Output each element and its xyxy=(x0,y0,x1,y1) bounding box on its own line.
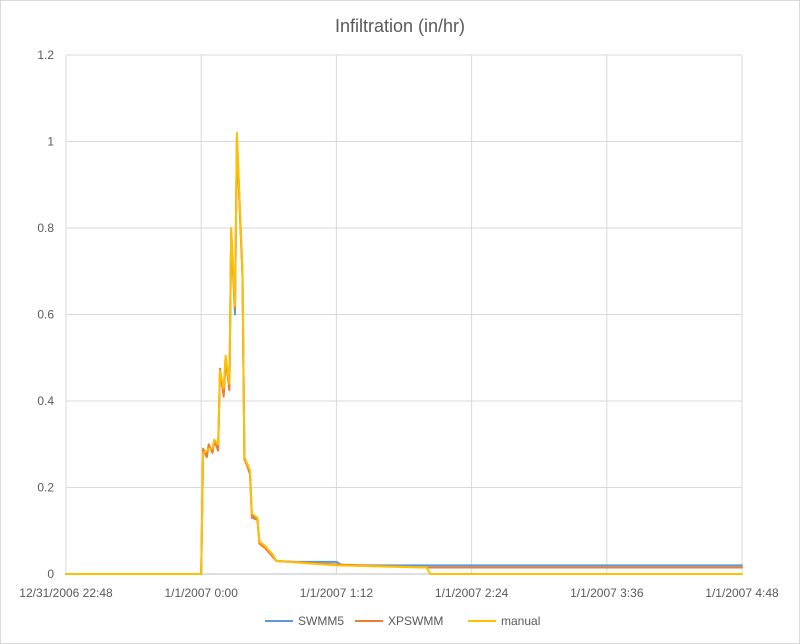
legend-label-swmm5: SWMM5 xyxy=(298,614,344,628)
y-tick-label: 1.2 xyxy=(37,48,54,62)
legend-label-xpswmm: XPSWMM xyxy=(388,614,443,628)
gridlines xyxy=(65,54,743,575)
chart-title: Infiltration (in/hr) xyxy=(335,16,465,36)
legend-label-manual: manual xyxy=(501,614,540,628)
y-tick-label: 0.6 xyxy=(37,308,54,322)
y-tick-label: 0.2 xyxy=(37,481,54,495)
y-tick-label: 0.4 xyxy=(37,394,54,408)
series-lines xyxy=(65,131,743,575)
x-tick-label: 1/1/2007 1:12 xyxy=(300,586,374,600)
y-tick-label: 1 xyxy=(47,135,54,149)
x-tick-label: 1/1/2007 2:24 xyxy=(435,586,509,600)
x-tick-label: 1/1/2007 3:36 xyxy=(570,586,644,600)
x-tick-label: 1/1/2007 0:00 xyxy=(164,586,238,600)
y-tick-label: 0.8 xyxy=(37,221,54,235)
x-tick-label: 12/31/2006 22:48 xyxy=(19,586,113,600)
y-tick-label: 0 xyxy=(47,567,54,581)
x-tick-label: 1/1/2007 4:48 xyxy=(705,586,779,600)
axis-tick-labels: 0 0.2 0.4 0.6 0.8 1 1.2 12/31/2006 22:48 1/1/200… xyxy=(19,48,779,600)
series-line-manual xyxy=(65,131,743,575)
legend: SWMM5 XPSWMM manual xyxy=(265,614,540,628)
